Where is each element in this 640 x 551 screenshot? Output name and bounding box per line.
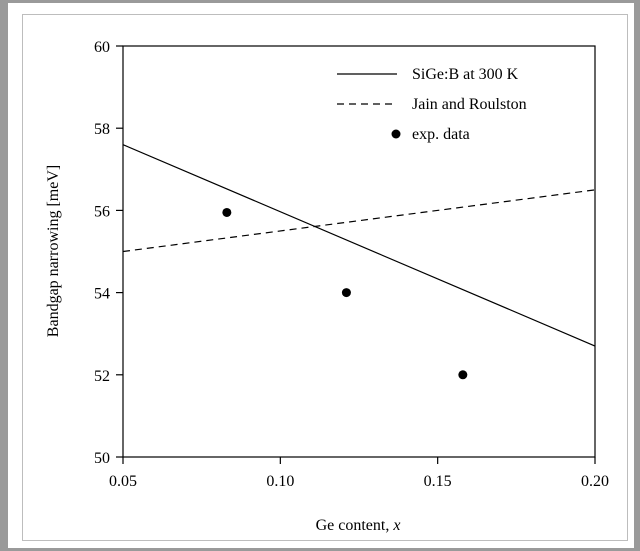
y-tick-label: 60 (94, 39, 110, 56)
tick-labels: 0.05 0.10 0.15 0.20 50 52 54 56 58 60 (94, 39, 609, 490)
legend-label: Jain and Roulston (412, 96, 527, 113)
data-point (458, 370, 468, 380)
legend-marker (391, 129, 401, 139)
x-tick-label: 0.10 (266, 473, 294, 490)
dashed-series-line (122, 189, 596, 253)
data-series (122, 144, 596, 380)
legend-label: SiGe:B at 300 K (412, 66, 519, 83)
x-tick-label: 0.05 (109, 473, 137, 490)
solid-series-line (122, 144, 596, 347)
data-point (222, 207, 232, 217)
y-tick-label: 52 (94, 368, 110, 385)
legend-label: exp. data (412, 126, 470, 143)
y-tick-label: 50 (94, 450, 110, 467)
x-tick-label: 0.20 (581, 473, 609, 490)
y-tick-label: 58 (94, 121, 110, 138)
data-point (341, 288, 351, 298)
y-tick-label: 54 (94, 286, 110, 303)
tick-marks (116, 45, 596, 464)
figure-inner-border (22, 14, 628, 541)
x-axis-title: Ge content, x (316, 517, 401, 534)
y-tick-label: 56 (94, 203, 110, 220)
x-tick-label: 0.15 (424, 473, 452, 490)
y-axis-title: Bandgap narrowing [meV] (45, 165, 62, 337)
legend: SiGe:B at 300 K Jain and Roulston exp. dat… (337, 66, 527, 143)
